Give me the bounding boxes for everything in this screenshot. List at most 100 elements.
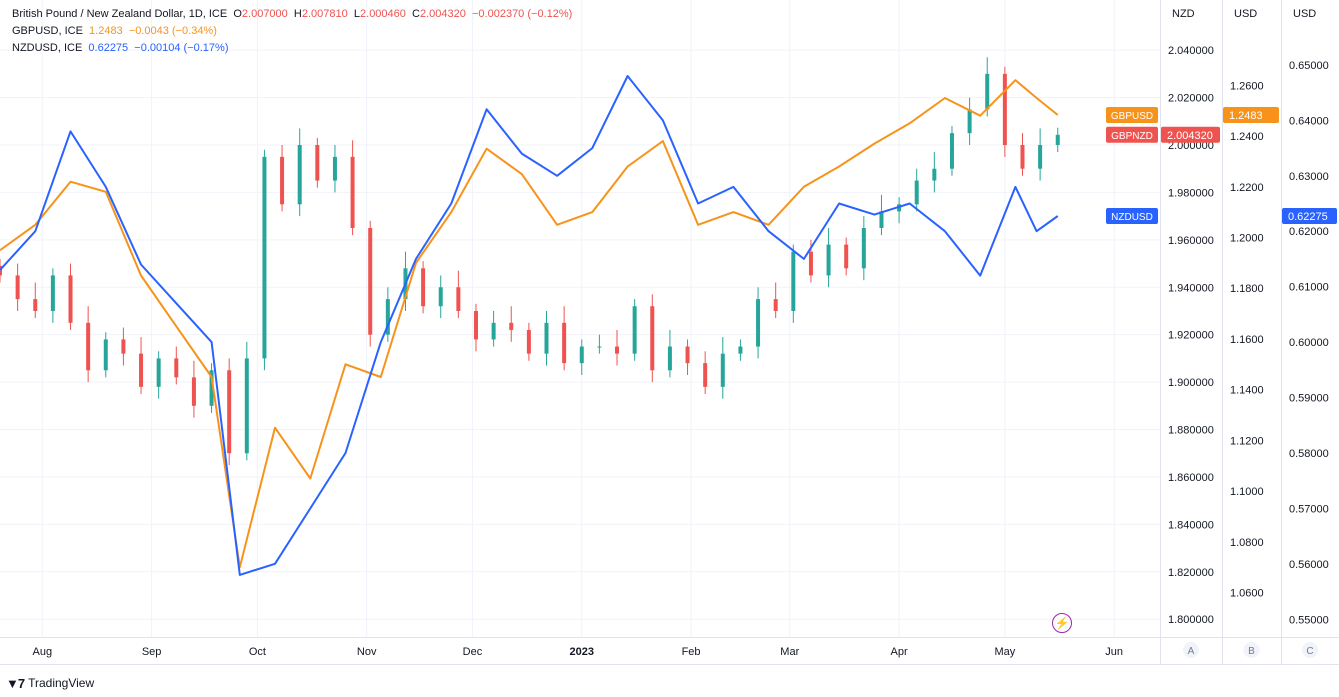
x-tick-label: Feb xyxy=(682,646,701,658)
candle-body xyxy=(315,144,320,181)
x-tick-label: Dec xyxy=(463,646,483,658)
candle-body xyxy=(526,329,531,354)
tradingview-logo-icon: ▼7 xyxy=(6,675,25,691)
y-tick-label-b: 1.0600 xyxy=(1230,588,1264,600)
candle-body xyxy=(68,275,73,323)
brand-label: TradingView xyxy=(28,676,95,690)
low-label: L xyxy=(353,8,361,20)
y-tick-label-b: 1.0800 xyxy=(1230,537,1264,549)
candle-body xyxy=(756,299,761,347)
gbpusd-value-badge xyxy=(1223,106,1279,123)
candle-body xyxy=(509,322,514,330)
candle-body xyxy=(244,358,249,454)
candle-body xyxy=(791,251,796,311)
time-axis: Aug Sep Oct Nov Dec 2023 Feb Mar Apr May Jun xyxy=(0,637,1339,665)
candle-body xyxy=(491,322,496,340)
candle-body xyxy=(86,322,91,371)
candle-body xyxy=(544,322,549,354)
x-tick-label: Oct xyxy=(249,646,266,658)
candle-body xyxy=(615,346,620,354)
gbpusd-name-badge-label: GBPUSD xyxy=(1111,111,1153,122)
legend-gbpusd[interactable]: GBPUSD, ICE 1.2483 −0.0043 (−0.34%) xyxy=(12,23,572,40)
candle-body xyxy=(103,339,108,371)
scale-header: USD xyxy=(1234,8,1257,20)
candle-body xyxy=(421,268,426,307)
y-tick-label-a: 2.040000 xyxy=(1168,45,1214,57)
y-tick-label-b: 1.2600 xyxy=(1230,80,1264,92)
candle-body xyxy=(720,353,725,387)
nzdusd-name-badge-label: NZDUSD xyxy=(1111,212,1153,223)
gbpusd-value: 1.2483 xyxy=(89,25,123,37)
candle-body xyxy=(121,339,126,354)
x-tick-label: Aug xyxy=(33,646,53,658)
flash-icon[interactable]: ⚡ xyxy=(1052,613,1072,633)
legend: British Pound / New Zealand Dollar, 1D, … xyxy=(12,6,572,57)
x-tick-label: Sep xyxy=(142,646,162,658)
y-tick-label-c: 0.60000 xyxy=(1289,337,1329,349)
y-tick-label-a: 1.920000 xyxy=(1168,330,1214,342)
open-label: O xyxy=(233,8,242,20)
candle-body xyxy=(808,251,813,276)
y-tick-label-c: 0.55000 xyxy=(1289,614,1329,626)
legend-nzdusd[interactable]: NZDUSD, ICE 0.62275 −0.00104 (−0.17%) xyxy=(12,40,572,57)
candle-body xyxy=(967,109,972,134)
tradingview-brand[interactable]: ▼7 TradingView xyxy=(6,674,94,692)
candle-body xyxy=(227,370,232,454)
nzdusd-value-badge-label: 0.62275 xyxy=(1288,211,1328,223)
candle-body xyxy=(438,287,443,307)
candle-body xyxy=(650,306,655,371)
high-label: H xyxy=(293,8,302,20)
candle-body xyxy=(262,156,267,359)
low-value: 2.000460 xyxy=(360,8,406,20)
candle-body xyxy=(33,299,38,311)
candle-body xyxy=(368,227,373,335)
y-tick-label-c: 0.65000 xyxy=(1289,60,1329,72)
y-tick-label-b: 1.2000 xyxy=(1230,232,1264,244)
y-tick-label-a: 1.840000 xyxy=(1168,519,1214,531)
scale-button-b[interactable] xyxy=(1243,642,1260,658)
gbpusd-line[interactable] xyxy=(0,79,1059,569)
y-tick-label-c: 0.61000 xyxy=(1289,282,1329,294)
scale-button-c[interactable] xyxy=(1302,642,1318,658)
y-tick-label-a: 1.900000 xyxy=(1168,377,1214,389)
nzdusd-value: 0.62275 xyxy=(88,42,129,54)
nzdusd-line[interactable] xyxy=(0,75,1059,576)
candle-body xyxy=(191,377,196,406)
y-tick-label-a: 1.860000 xyxy=(1168,472,1214,484)
y-tick-label-a: 1.880000 xyxy=(1168,425,1214,437)
legend-main[interactable]: British Pound / New Zealand Dollar, 1D, … xyxy=(12,6,572,23)
scale-button-a[interactable] xyxy=(1183,642,1199,658)
candle-body xyxy=(861,227,866,269)
candle-body xyxy=(844,244,849,269)
gbpusd-name: GBPUSD, ICE xyxy=(12,25,83,37)
high-value: 2.007810 xyxy=(301,8,348,20)
candle-body xyxy=(15,275,20,300)
candle-body xyxy=(297,144,302,205)
candle-body xyxy=(456,287,461,311)
y-tick-label-a: 2.020000 xyxy=(1168,93,1214,105)
x-tick-label: Mar xyxy=(780,646,799,658)
price-scales: NZD A USD B USD C 2.040000 2.020000 2.000000 1.98… xyxy=(1160,0,1329,664)
candle-body xyxy=(1020,144,1025,169)
candle-body xyxy=(949,133,954,169)
gbpusd-change: −0.0043 (−0.34%) xyxy=(128,25,217,37)
candle-body xyxy=(685,346,690,364)
candle-body xyxy=(1002,73,1007,145)
scale-button-label: B xyxy=(1248,646,1255,657)
nzdusd-name: NZDUSD, ICE xyxy=(12,42,83,54)
y-tick-label-b: 1.2400 xyxy=(1230,131,1264,143)
y-tick-label-c: 0.59000 xyxy=(1289,393,1329,405)
gbpnzd-value-badge-label: 2.004320 xyxy=(1167,130,1213,142)
y-tick-label-a: 1.820000 xyxy=(1168,567,1214,579)
y-tick-label-b: 1.1000 xyxy=(1230,486,1264,498)
gbpusd-name-badge xyxy=(1106,106,1158,123)
candle-body xyxy=(879,211,884,228)
gbpnzd-name-badge-label: GBPNZD xyxy=(1111,131,1153,142)
candle-body xyxy=(562,322,567,364)
candle-body xyxy=(385,299,390,335)
y-tick-label-a: 1.800000 xyxy=(1168,614,1214,626)
candle-body xyxy=(174,358,179,378)
gbpnzd-value-badge xyxy=(1161,126,1220,143)
